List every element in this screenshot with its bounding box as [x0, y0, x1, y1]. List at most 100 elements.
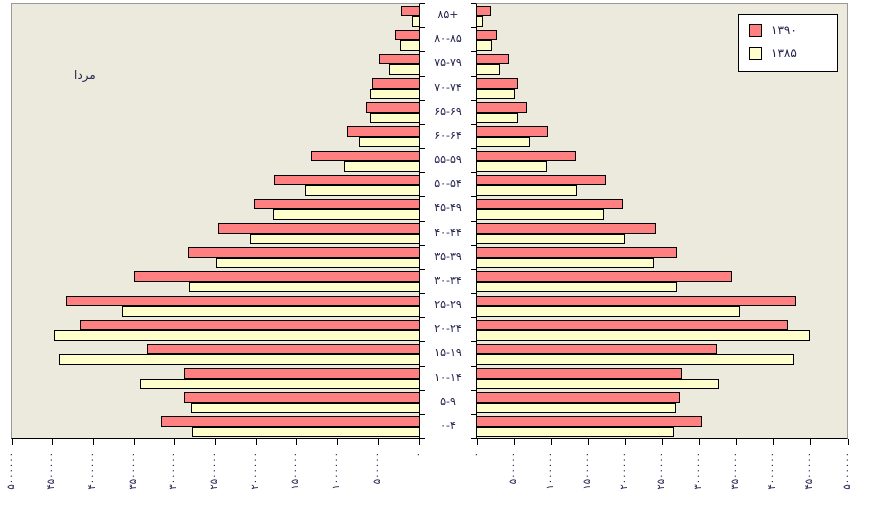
legend-swatch-۱۳۹۰ [749, 23, 762, 37]
category-tick [471, 100, 476, 101]
female-bar-۱۳۸۵-۶۵-۶۹ [476, 112, 518, 124]
category-tick [420, 245, 425, 246]
legend-swatch-۱۳۸۵ [749, 46, 762, 60]
category-tick [471, 196, 476, 197]
female-bar-۱۳۹۰-۶۵-۶۹ [476, 102, 527, 113]
male-bar-۱۳۸۵-۷۰-۷۴ [370, 88, 420, 99]
age-group-label: ۲۵-۲۹ [434, 298, 462, 312]
male-bar-۱۳۸۵-۱۰-۱۴ [140, 378, 420, 389]
female-bar-۱۳۹۰-۰-۴ [476, 416, 702, 427]
value-axis-tick [477, 439, 478, 445]
female-bar-۱۳۸۵-۲۰-۲۴ [476, 330, 810, 341]
category-tick [471, 124, 476, 125]
male-bar-۱۳۹۰-۴۰-۴۴ [218, 223, 420, 234]
value-axis-label: ۴۰۰۰۰۰۰ [87, 452, 98, 490]
category-tick [471, 221, 476, 222]
male-bar-۱۳۹۰-۱۰-۱۴ [184, 368, 420, 379]
value-axis-label: ۰ [413, 452, 424, 458]
female-bar-۱۳۸۵-۸۰-۸۵ [476, 40, 492, 51]
value-axis-label: ۱۵۰۰۰۰۰ [582, 452, 593, 490]
value-axis-tick [625, 439, 626, 445]
male-bar-۱۳۸۵-۵۰-۵۴ [305, 185, 420, 196]
category-tick [471, 51, 476, 52]
value-axis-tick [12, 439, 13, 445]
value-axis-tick [93, 439, 94, 445]
age-group-label: ۵۵-۵۹ [434, 153, 462, 167]
age-group-label: ۵-۹ [440, 394, 456, 408]
female-bar-۱۳۹۰-۵۵-۵۹ [476, 150, 576, 161]
male-bar-۱۳۹۰-۳۰-۳۴ [134, 271, 420, 282]
female-bar-۱۳۸۵-۷۵-۷۹ [476, 64, 500, 75]
male-bar-۱۳۹۰-۸۵+ [401, 5, 420, 16]
male-bar-۱۳۸۵-۶۰-۶۴ [359, 136, 420, 148]
male-bar-۱۳۹۰-۱۵-۱۹ [147, 343, 420, 355]
age-group-label: ۷۵-۷۹ [434, 56, 462, 70]
category-tick [420, 76, 425, 77]
male-bar-۱۳۹۰-۶۰-۶۴ [347, 126, 420, 137]
male-bar-۱۳۹۰-۲۰-۲۴ [80, 319, 420, 331]
female-bar-۱۳۹۰-۸۵+ [476, 5, 491, 16]
female-bar-۱۳۸۵-۱۰-۱۴ [476, 378, 719, 389]
value-axis-label: ۵۰۰۰۰۰۰ [6, 452, 17, 490]
male-bar-۱۳۸۵-۵-۹ [191, 402, 420, 414]
value-axis-label: ۵۰۰۰۰۰ [508, 452, 519, 485]
category-tick [420, 341, 425, 342]
category-tick [420, 3, 425, 4]
category-tick [471, 3, 476, 4]
value-axis-label: ۱۰۰۰۰۰۰ [331, 452, 342, 490]
value-axis-tick [699, 439, 700, 445]
category-tick [420, 293, 425, 294]
value-axis-label: ۰ [471, 452, 482, 458]
age-group-label: ۴۵-۴۹ [434, 201, 462, 215]
age-group-label: ۳۵-۳۹ [434, 249, 462, 263]
value-axis-tick [662, 439, 663, 445]
female-bar-۱۳۸۵-۴۵-۴۹ [476, 209, 604, 220]
value-axis-tick [551, 439, 552, 445]
male-side-label: مردا [74, 68, 96, 82]
age-group-label: ۵۰-۵۴ [434, 177, 462, 191]
legend-entry: ۱۳۸۵ [749, 46, 827, 60]
male-bar-۱۳۸۵-۴۵-۴۹ [273, 209, 420, 220]
category-tick [420, 124, 425, 125]
female-bar-۱۳۹۰-۳۵-۳۹ [476, 247, 677, 258]
category-tick [420, 172, 425, 173]
female-plot-area [476, 3, 848, 439]
male-bar-۱۳۹۰-۴۵-۴۹ [254, 198, 420, 210]
male-bar-۱۳۸۵-۶۵-۶۹ [370, 112, 420, 124]
male-bar-۱۳۸۵-۴۰-۴۴ [250, 233, 420, 244]
category-tick [471, 414, 476, 415]
age-group-label: ۲۰-۲۴ [434, 322, 462, 336]
value-axis-label: ۴۵۰۰۰۰۰ [804, 452, 815, 490]
value-axis-tick [773, 439, 774, 445]
value-axis-tick [174, 439, 175, 445]
value-axis-label: ۲۵۰۰۰۰۰ [656, 452, 667, 490]
category-tick [471, 269, 476, 270]
legend-label: ۱۳۸۵ [771, 46, 797, 60]
value-axis-label: ۱۰۰۰۰۰۰ [545, 452, 556, 490]
female-bar-۱۳۸۵-۱۵-۱۹ [476, 354, 794, 365]
male-bar-۱۳۹۰-۷۵-۷۹ [379, 53, 420, 65]
age-group-label: ۶۰-۶۴ [434, 128, 462, 142]
male-bar-۱۳۸۵-۲۵-۲۹ [122, 306, 420, 317]
category-tick [420, 148, 425, 149]
female-bar-۱۳۸۵-۲۵-۲۹ [476, 306, 740, 317]
male-plot-area: مردا [11, 3, 420, 439]
category-tick [471, 390, 476, 391]
male-bar-۱۳۹۰-۲۵-۲۹ [66, 295, 420, 306]
category-tick [420, 51, 425, 52]
value-axis-tick [215, 439, 216, 445]
age-group-label: ۸۰-۸۵ [434, 32, 462, 46]
female-bar-۱۳۹۰-۶۰-۶۴ [476, 126, 548, 137]
legend-entry: ۱۳۹۰ [749, 23, 827, 37]
female-bar-۱۳۹۰-۸۰-۸۵ [476, 29, 497, 41]
male-bar-۱۳۹۰-۳۵-۳۹ [188, 247, 420, 258]
category-tick [420, 269, 425, 270]
category-tick [420, 390, 425, 391]
value-axis-label: ۳۵۰۰۰۰۰ [128, 452, 139, 490]
female-bar-۱۳۸۵-۶۰-۶۴ [476, 136, 530, 148]
value-axis-tick [810, 439, 811, 445]
value-axis-label: ۵۰۰۰۰۰ [372, 452, 383, 485]
female-bar-۱۳۸۵-۵۰-۵۴ [476, 185, 577, 196]
female-bar-۱۳۹۰-۵۰-۵۴ [476, 174, 606, 186]
female-bar-۱۳۸۵-۴۰-۴۴ [476, 233, 625, 244]
